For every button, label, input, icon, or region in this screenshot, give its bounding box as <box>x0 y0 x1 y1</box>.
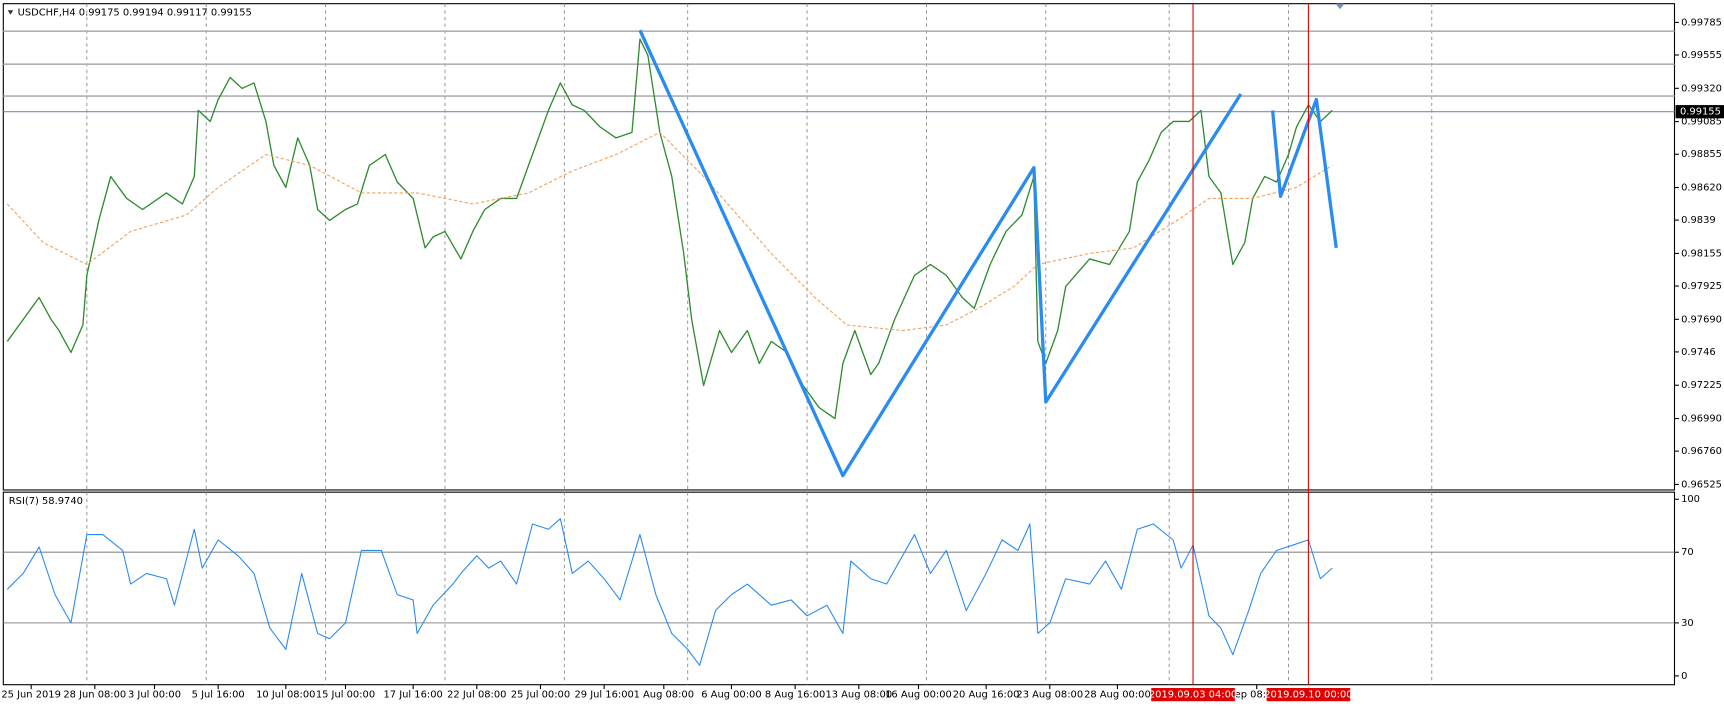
y-tick-label: 0.9746 <box>1681 347 1716 358</box>
x-tick-label: 23 Aug 08:00 <box>1016 690 1083 701</box>
x-tick-label: 28 Aug 00:00 <box>1084 690 1151 701</box>
series-line <box>638 29 1243 478</box>
x-tick-label: 3 Jul 00:00 <box>128 690 181 701</box>
x-tick-label: 10 Jul 08:00 <box>256 690 315 701</box>
x-tick-label: 6 Aug 00:00 <box>701 690 761 701</box>
vertical-marker-box <box>1266 688 1351 702</box>
rsi-header: RSI(7) 58.9740 <box>9 496 83 507</box>
y-tick-label: 0.99320 <box>1681 83 1722 94</box>
y-tick-label: 0.99085 <box>1681 117 1722 128</box>
vertical-marker-box <box>1151 688 1235 702</box>
x-tick-label: 1 Aug 08:00 <box>634 690 694 701</box>
x-tick-label: 17 Jul 16:00 <box>383 690 442 701</box>
menu-arrow <box>7 10 14 15</box>
y-tick-label: 0.96760 <box>1681 446 1722 457</box>
price-label: 0.99155 <box>1680 107 1721 118</box>
y-tick-label: 0.97925 <box>1681 281 1722 292</box>
y-tick-label: 0.96525 <box>1681 479 1722 490</box>
x-tick-label: 29 Jul 16:00 <box>574 690 633 701</box>
y-tick-label: 0.9839 <box>1681 215 1716 226</box>
price-panel <box>2 3 1676 491</box>
x-tick-label: 25 Jul 00:00 <box>511 690 570 701</box>
x-tick-label: 28 Jun 08:00 <box>63 690 126 701</box>
y-tick-label: 0.99555 <box>1681 50 1722 61</box>
vertical-marker-label: 2019.09.10 00:00 <box>1264 690 1352 701</box>
x-tick-label: 22 Jul 08:00 <box>447 690 506 701</box>
y-tick-label: 70 <box>1681 547 1694 558</box>
vertical-marker-label: 2019.09.03 04:00 <box>1149 690 1237 701</box>
y-tick-label: 0.98620 <box>1681 183 1722 194</box>
price-label-box <box>1675 105 1724 119</box>
x-tick-label: 15 Jul 00:00 <box>316 690 375 701</box>
series-line <box>6 518 1333 666</box>
series-line <box>6 131 1333 332</box>
shift-marker <box>1335 3 1345 10</box>
x-tick-label: 20 Aug 16:00 <box>953 690 1020 701</box>
x-tick-label: 13 Aug 08:00 <box>825 690 892 701</box>
y-tick-label: 30 <box>1681 618 1694 629</box>
x-tick-label: 5 Jul 16:00 <box>192 690 245 701</box>
y-tick-label: 0.98855 <box>1681 149 1722 160</box>
rsi-panel <box>2 491 1676 686</box>
series-line <box>6 38 1333 420</box>
y-tick-label: 100 <box>1681 494 1700 505</box>
y-tick-label: 0.98155 <box>1681 248 1722 259</box>
series-line <box>1270 97 1338 249</box>
y-tick-label: 0 <box>1681 671 1687 682</box>
x-tick-label: 16 Aug 00:00 <box>885 690 952 701</box>
symbol-header: USDCHF,H4 0.99175 0.99194 0.99117 0.9915… <box>18 7 252 18</box>
y-tick-label: 0.97225 <box>1681 380 1722 391</box>
x-tick-label: ep 08:00 <box>1235 690 1279 701</box>
x-tick-label: 25 Jun 2019 <box>1 690 61 701</box>
y-tick-label: 0.96990 <box>1681 414 1722 425</box>
y-tick-label: 0.97690 <box>1681 314 1722 325</box>
x-tick-label: 8 Aug 16:00 <box>765 690 825 701</box>
y-tick-label: 0.99785 <box>1681 17 1722 28</box>
